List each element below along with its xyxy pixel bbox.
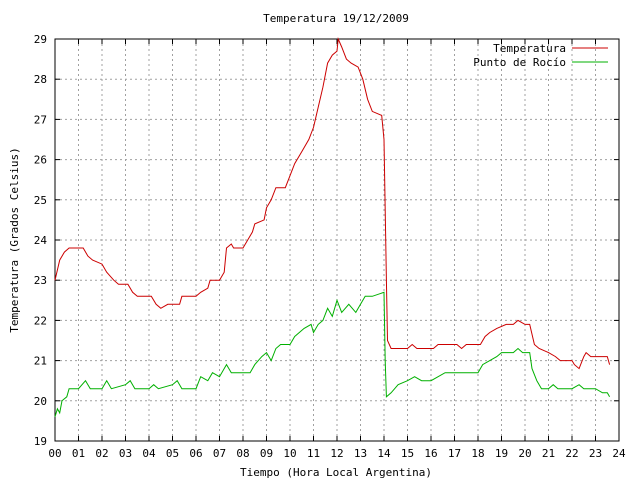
chart-title: Temperatura 19/12/2009	[263, 12, 409, 25]
x-tick-label: 11	[307, 447, 320, 460]
x-tick-label: 09	[260, 447, 273, 460]
y-tick-label: 24	[34, 234, 48, 247]
x-tick-label: 14	[377, 447, 391, 460]
y-tick-label: 28	[34, 73, 47, 86]
x-axis-label: Tiempo (Hora Local Argentina)	[240, 466, 432, 479]
x-tick-label: 16	[424, 447, 437, 460]
x-tick-label: 00	[48, 447, 61, 460]
y-tick-label: 27	[34, 113, 47, 126]
x-tick-label: 02	[95, 447, 108, 460]
series-line-punto-de-rocio	[54, 291, 611, 418]
x-tick-label: 24	[612, 447, 626, 460]
x-tick-label: 21	[542, 447, 555, 460]
x-tick-label: 13	[354, 447, 367, 460]
series-lines	[54, 37, 611, 418]
x-tick-label: 15	[401, 447, 414, 460]
x-tick-label: 01	[72, 447, 85, 460]
x-tick-label: 04	[142, 447, 156, 460]
x-tick-label: 19	[495, 447, 508, 460]
legend-label-temperatura: Temperatura	[493, 42, 566, 55]
x-tick-labels: 00 01 02 03 04 05 06 07 08 09 10 11 12 13 14 15 16 17 18 19…	[48, 447, 626, 460]
x-tick-label: 08	[236, 447, 249, 460]
x-tick-label: 22	[565, 447, 578, 460]
x-tick-label: 03	[119, 447, 132, 460]
legend-entry-punto-de-rocio: Punto de Rocío	[473, 56, 608, 69]
x-tick-label: 23	[589, 447, 602, 460]
y-axis-label: Temperatura (Grados Celsius)	[8, 147, 21, 332]
y-tick-label: 29	[34, 33, 47, 46]
tick-marks	[54, 38, 620, 442]
grid-lines	[55, 39, 619, 441]
legend: Temperatura Punto de Rocío	[473, 42, 608, 69]
y-tick-label: 23	[34, 274, 47, 287]
y-tick-label: 25	[34, 194, 47, 207]
x-tick-label: 20	[518, 447, 531, 460]
series-line-temperatura	[54, 37, 611, 370]
y-tick-label: 20	[34, 395, 47, 408]
x-tick-label: 06	[189, 447, 202, 460]
x-tick-label: 07	[213, 447, 226, 460]
legend-label-punto-de-rocio: Punto de Rocío	[473, 56, 566, 69]
x-tick-label: 12	[330, 447, 343, 460]
y-tick-labels: 19 20 21 22 23 24 25 26 27 28 29	[34, 33, 48, 448]
x-tick-label: 05	[166, 447, 179, 460]
y-tick-label: 22	[34, 314, 47, 327]
x-tick-label: 10	[283, 447, 296, 460]
legend-entry-temperatura: Temperatura	[493, 42, 608, 55]
y-tick-label: 19	[34, 435, 47, 448]
x-tick-label: 18	[471, 447, 484, 460]
y-tick-label: 26	[34, 154, 47, 167]
x-tick-label: 17	[448, 447, 461, 460]
y-tick-label: 21	[34, 355, 47, 368]
